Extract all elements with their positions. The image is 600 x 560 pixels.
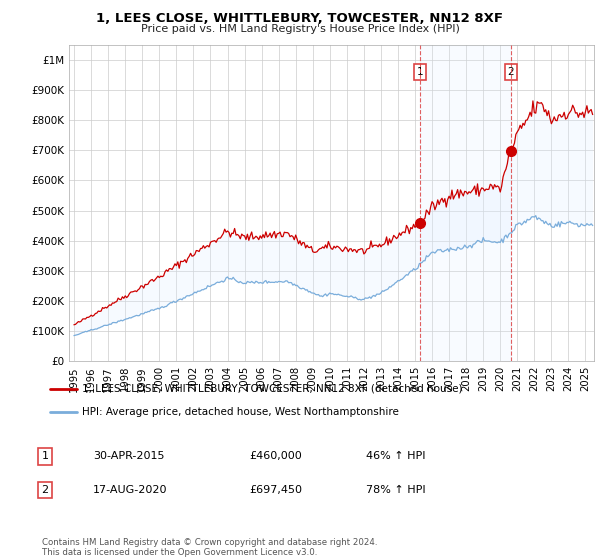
Text: 1, LEES CLOSE, WHITTLEBURY, TOWCESTER, NN12 8XF: 1, LEES CLOSE, WHITTLEBURY, TOWCESTER, N… <box>97 12 503 25</box>
Text: Price paid vs. HM Land Registry's House Price Index (HPI): Price paid vs. HM Land Registry's House … <box>140 24 460 34</box>
Text: £460,000: £460,000 <box>249 451 302 461</box>
Text: 30-APR-2015: 30-APR-2015 <box>93 451 164 461</box>
Text: £697,450: £697,450 <box>249 485 302 495</box>
Text: 46% ↑ HPI: 46% ↑ HPI <box>366 451 425 461</box>
Text: 78% ↑ HPI: 78% ↑ HPI <box>366 485 425 495</box>
Text: 1: 1 <box>41 451 49 461</box>
Text: 2: 2 <box>41 485 49 495</box>
Text: 17-AUG-2020: 17-AUG-2020 <box>93 485 167 495</box>
Text: 1, LEES CLOSE, WHITTLEBURY, TOWCESTER, NN12 8XF (detached house): 1, LEES CLOSE, WHITTLEBURY, TOWCESTER, N… <box>83 384 463 394</box>
Text: HPI: Average price, detached house, West Northamptonshire: HPI: Average price, detached house, West… <box>83 407 400 417</box>
Text: 2: 2 <box>508 67 514 77</box>
Text: Contains HM Land Registry data © Crown copyright and database right 2024.
This d: Contains HM Land Registry data © Crown c… <box>42 538 377 557</box>
Bar <box>420 45 511 361</box>
Text: 1: 1 <box>417 67 424 77</box>
